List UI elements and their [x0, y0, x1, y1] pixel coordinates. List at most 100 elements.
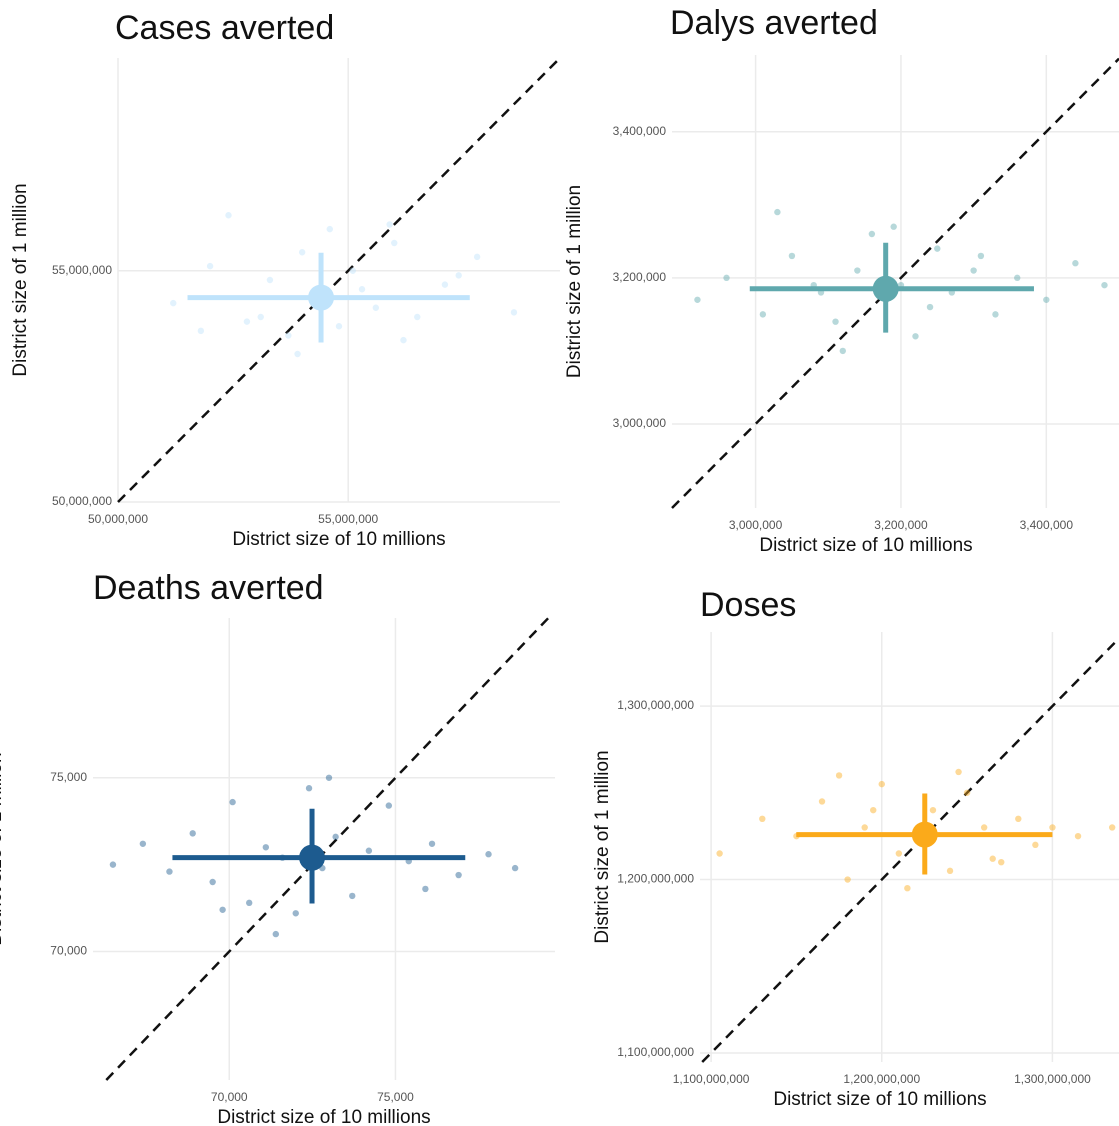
point: [209, 878, 216, 886]
y-axis-label: District size of 1 million: [564, 185, 585, 378]
identity-line: [701, 637, 1119, 1063]
x-tick-label: 75,000: [377, 1090, 414, 1104]
y-tick-label: 75,000: [50, 770, 87, 784]
x-axis-label: District size of 10 millions: [232, 529, 445, 550]
chart-title: Deaths averted: [93, 569, 324, 607]
point: [391, 239, 398, 247]
point: [400, 336, 407, 344]
point: [386, 221, 393, 228]
point: [992, 311, 999, 318]
point: [325, 774, 333, 781]
x-tick-label: 1,100,000,000: [673, 1072, 750, 1086]
chart-title: Dalys averted: [670, 4, 878, 42]
point: [510, 309, 518, 316]
point: [285, 332, 292, 339]
point: [912, 333, 919, 340]
point: [929, 806, 937, 814]
point: [1032, 841, 1039, 849]
point: [963, 789, 971, 796]
point: [946, 867, 954, 875]
point: [759, 815, 766, 823]
point: [305, 785, 313, 792]
mean-point: [872, 275, 899, 302]
point: [197, 327, 205, 335]
point: [861, 824, 868, 831]
point: [1049, 824, 1056, 831]
point: [455, 272, 462, 279]
point: [1014, 274, 1021, 282]
point: [895, 850, 903, 857]
mean-point: [299, 844, 326, 871]
point: [225, 212, 232, 219]
point: [294, 350, 301, 358]
point: [292, 910, 299, 917]
point: [835, 772, 843, 779]
point: [365, 847, 373, 854]
y-axis-label: District size of 1 million: [0, 752, 6, 945]
y-tick-label: 1,300,000,000: [617, 698, 694, 712]
point: [485, 851, 492, 858]
point: [257, 313, 264, 321]
y-tick-label: 70,000: [50, 944, 87, 958]
point: [970, 267, 977, 274]
y-tick-label: 55,000,000: [52, 263, 112, 277]
point: [139, 840, 147, 847]
point: [868, 230, 876, 238]
mean-point: [911, 821, 938, 848]
point: [955, 768, 962, 776]
x-axis-label: District size of 10 millions: [759, 535, 972, 556]
x-tick-label: 70,000: [211, 1090, 248, 1104]
point: [890, 223, 897, 230]
point: [998, 858, 1005, 866]
x-tick-label: 3,200,000: [874, 518, 928, 532]
y-tick-label: 3,400,000: [613, 124, 667, 138]
point: [189, 830, 196, 837]
point: [246, 899, 253, 907]
point: [839, 347, 847, 355]
point: [870, 806, 877, 814]
panel: 3,000,000 3,200,000 3,400,000 3,000,000 3,20…: [564, 4, 1119, 556]
point: [243, 318, 251, 325]
panel: 50,000,000 55,000,000 50,000,000 55,000,000…: [10, 9, 561, 550]
y-tick-label: 1,100,000,000: [617, 1045, 694, 1059]
point: [372, 304, 380, 311]
point: [266, 276, 274, 284]
point: [332, 833, 339, 841]
point: [170, 299, 177, 307]
point: [455, 871, 462, 879]
point: [511, 864, 519, 872]
point: [844, 876, 851, 883]
point: [1015, 815, 1022, 823]
point: [385, 802, 393, 809]
point: [206, 262, 214, 270]
point: [774, 208, 781, 216]
point: [1101, 281, 1108, 289]
point: [934, 245, 941, 252]
y-tick-label: 3,200,000: [613, 270, 667, 284]
point: [694, 296, 701, 303]
x-axis-label: District size of 10 millions: [773, 1089, 986, 1110]
point: [335, 323, 343, 330]
point: [788, 252, 796, 260]
point: [977, 252, 985, 260]
point: [262, 844, 270, 851]
point: [272, 930, 280, 938]
point: [109, 861, 117, 868]
identity-line: [105, 617, 550, 1081]
point: [326, 225, 333, 233]
x-tick-label: 1,200,000,000: [843, 1072, 920, 1086]
chart-title: Doses: [700, 586, 796, 624]
point: [878, 780, 885, 788]
point: [759, 311, 767, 318]
point: [229, 798, 236, 806]
point: [989, 855, 996, 862]
point: [854, 267, 861, 274]
x-tick-label: 1,300,000,000: [1014, 1072, 1091, 1086]
point: [818, 798, 826, 805]
y-tick-label: 3,000,000: [613, 416, 667, 430]
point: [166, 868, 173, 875]
point: [980, 824, 988, 831]
panel: 70,000 75,000 70,000 75,000 Deaths averted Di…: [0, 569, 555, 1126]
